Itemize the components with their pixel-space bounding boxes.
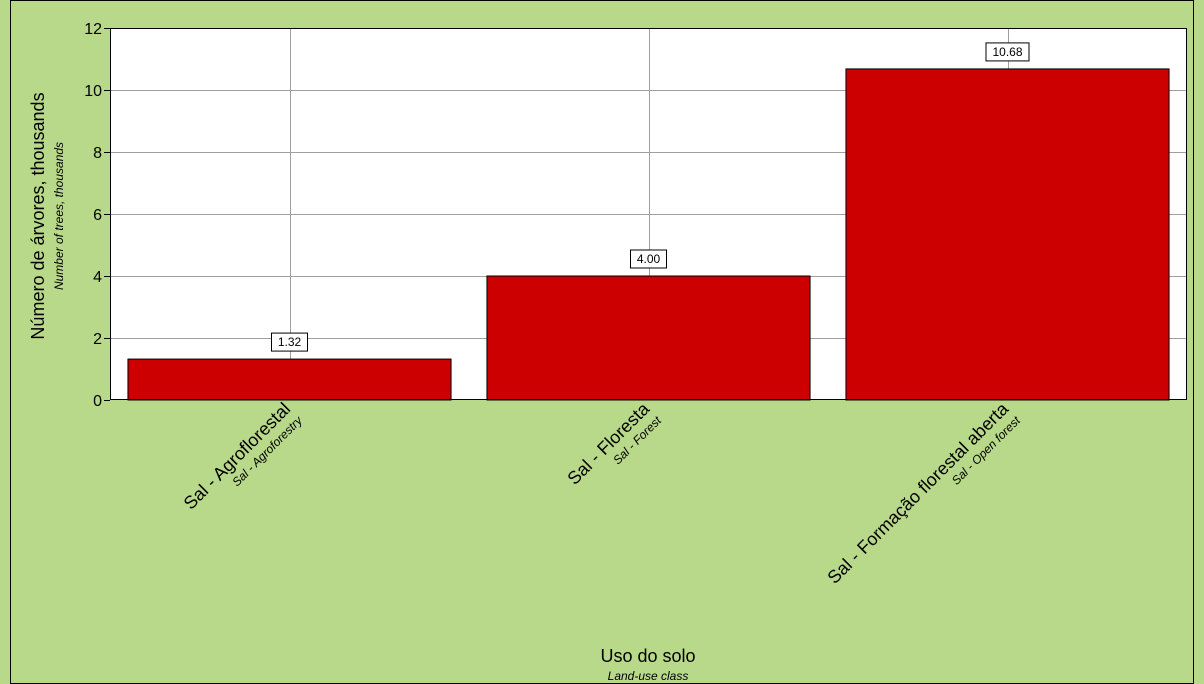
y-axis: 0 2 4 6 8 10 12 xyxy=(84,21,110,410)
bar xyxy=(486,275,811,401)
value-label-box xyxy=(985,42,1030,62)
value-label: 1.32 xyxy=(278,335,302,349)
y-tick-label: 10 xyxy=(84,83,102,100)
y-tick-label: 0 xyxy=(93,393,102,410)
bar xyxy=(845,68,1170,401)
x-axis-title: Uso do solo xyxy=(600,646,695,666)
x-axis-subtitle: Land-use class xyxy=(608,669,689,683)
value-label: 10.68 xyxy=(992,45,1022,59)
bar xyxy=(127,358,452,401)
y-tick-label: 12 xyxy=(84,21,102,38)
value-labels: 1.32 4.00 10.68 xyxy=(271,42,1030,352)
value-label-box xyxy=(630,249,667,269)
y-tick-label: 8 xyxy=(93,145,102,162)
y-tick-label: 4 xyxy=(93,269,102,286)
value-label: 4.00 xyxy=(637,252,661,266)
y-tick-label: 6 xyxy=(93,207,102,224)
y-axis-subtitle: Number of trees, thousands xyxy=(52,142,66,290)
value-label-box xyxy=(271,332,308,352)
y-axis-title: Número de árvores, thousands xyxy=(28,92,48,339)
y-tick-label: 2 xyxy=(93,331,102,348)
bars xyxy=(127,68,1170,401)
plot-frame xyxy=(110,28,1187,400)
